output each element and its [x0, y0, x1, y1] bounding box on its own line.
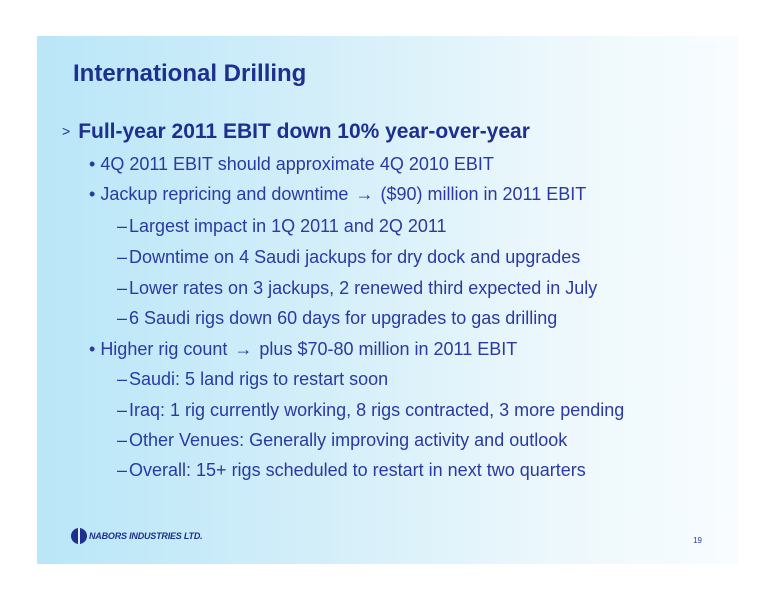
bullet-symbol: • — [89, 154, 96, 174]
sub-bullet-text: Largest impact in 1Q 2011 and 2Q 2011 — [129, 216, 447, 236]
sub-bullet-text: 6 Saudi rigs down 60 days for upgrades t… — [129, 308, 558, 328]
bullet-text: Jackup repricing and downtime — [100, 184, 349, 204]
dash-symbol: – — [117, 308, 128, 328]
dash-symbol: – — [117, 400, 128, 420]
nabors-logo-icon — [71, 528, 87, 544]
bullet-text: 4Q 2011 EBIT should approximate 4Q 2010 … — [100, 154, 494, 174]
bullet-item: • 4Q 2011 EBIT should approximate 4Q 2010… — [89, 154, 494, 175]
bullet-item: • Higher rig count → plus $70-80 million … — [89, 339, 517, 360]
bullet-symbol: • — [89, 184, 96, 204]
logo-text: NABORS INDUSTRIES LTD. — [89, 531, 203, 541]
bullet-item: • Jackup repricing and downtime → ($90) m… — [89, 184, 586, 205]
sub-bullet-item: – Largest impact in 1Q 2011 and 2Q 2011 — [117, 216, 447, 237]
sub-bullet-text: Saudi: 5 land rigs to restart soon — [129, 369, 389, 389]
sub-bullet-text: Downtime on 4 Saudi jackups for dry dock… — [129, 247, 581, 267]
bullet-text-after-arrow: ($90) million in 2011 EBIT — [380, 184, 587, 204]
dash-symbol: – — [117, 430, 128, 450]
sub-bullet-item: –6 Saudi rigs down 60 days for upgrades … — [117, 308, 557, 329]
heading-text: Full-year 2011 EBIT down 10% year-over-y… — [78, 120, 530, 143]
sub-bullet-item: – Other Venues: Generally improving activ… — [117, 430, 567, 451]
dash-symbol: – — [117, 247, 128, 267]
sub-bullet-item: – Iraq: 1 rig currently working, 8 rigs c… — [117, 400, 624, 421]
dash-symbol: – — [117, 369, 128, 389]
dash-symbol: – — [117, 460, 128, 480]
sub-bullet-text: Lower rates on 3 jackups, 2 renewed thir… — [129, 278, 598, 298]
sub-bullet-item: – Downtime on 4 Saudi jackups for dry doc… — [117, 247, 580, 268]
dash-symbol: – — [117, 278, 128, 298]
heading-bullet: > Full-year 2011 EBIT down 10% year-over-… — [62, 120, 530, 144]
bullet-text-after-arrow: plus $70-80 million in 2011 EBIT — [259, 339, 518, 359]
sub-bullet-item: – Saudi: 5 land rigs to restart soon — [117, 369, 388, 390]
company-logo: NABORS INDUSTRIES LTD. — [71, 526, 203, 546]
slide: International Drilling > Full-year 2011 E… — [37, 36, 738, 564]
bullet-symbol: • — [89, 339, 96, 359]
sub-bullet-text: Other Venues: Generally improving activi… — [129, 430, 568, 450]
page-number: 19 — [693, 536, 702, 545]
sub-bullet-item: – Lower rates on 3 jackups, 2 renewed thi… — [117, 278, 597, 299]
heading-marker: > — [62, 123, 71, 139]
sub-bullet-item: – Overall: 15+ rigs scheduled to restart … — [117, 460, 586, 481]
arrow-right-icon: → — [234, 339, 253, 359]
sub-bullet-text: Overall: 15+ rigs scheduled to restart i… — [129, 460, 586, 480]
arrow-right-icon: → — [355, 184, 374, 204]
slide-title: International Drilling — [73, 60, 307, 87]
dash-symbol: – — [117, 216, 128, 236]
sub-bullet-text: Iraq: 1 rig currently working, 8 rigs co… — [129, 400, 625, 420]
bullet-text: Higher rig count — [100, 339, 228, 359]
